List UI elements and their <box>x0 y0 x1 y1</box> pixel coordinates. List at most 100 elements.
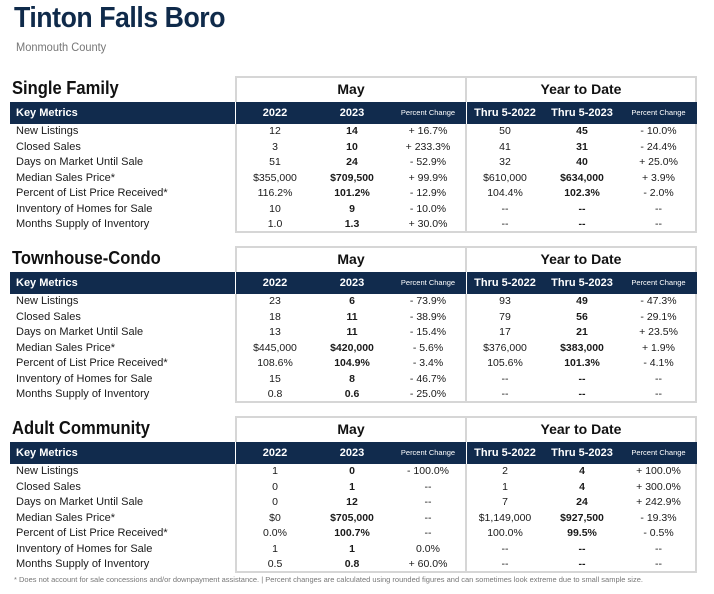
table-header-bar <box>10 442 697 464</box>
value-2023: 104.9% <box>334 357 370 369</box>
value-2023: 0 <box>349 465 355 477</box>
table-row: Inventory of Homes for Sale 1 1 0.0% -- … <box>10 542 697 558</box>
value-2022: 0 <box>272 480 278 493</box>
header-2023: 2023 <box>339 447 365 459</box>
may-group-header: May <box>337 421 365 437</box>
ytd-percent-change: -- <box>655 542 662 555</box>
ytd-2023: -- <box>578 388 586 400</box>
metric-label: Inventory of Homes for Sale <box>16 542 153 555</box>
ytd-percent-change: + 300.0% <box>636 480 681 493</box>
header-percent-change: Percent Change <box>400 448 456 457</box>
ytd-percent-change: -- <box>655 558 662 570</box>
table-row: Percent of List Price Received* 116.2% 1… <box>10 186 697 202</box>
section-adult-community: Adult Community May Year to Date Key Met… <box>10 416 697 576</box>
metric-label: Closed Sales <box>16 480 81 493</box>
ytd-2023: 102.3% <box>564 187 600 199</box>
page-title: Tinton Falls Boro <box>14 2 226 34</box>
value-2023: 8 <box>349 372 355 385</box>
ytd-group-box <box>465 246 697 403</box>
ytd-2023: -- <box>578 372 586 385</box>
percent-change: - 38.9% <box>409 310 447 323</box>
value-2022: 0.8 <box>267 388 283 400</box>
metric-label: Percent of List Price Received* <box>16 527 168 539</box>
value-2022: 116.2% <box>257 187 293 199</box>
header-percent-change: Percent Change <box>400 278 456 287</box>
header-thru-2022: Thru 5-2022 <box>474 107 536 119</box>
percent-change: + 99.9% <box>408 171 448 184</box>
metric-label: Median Sales Price* <box>16 511 116 524</box>
value-2023: 0.8 <box>344 558 360 570</box>
percent-change: + 233.3% <box>405 140 451 153</box>
metric-label: Closed Sales <box>16 310 81 323</box>
ytd-percent-change: -- <box>655 202 662 215</box>
table-row: Days on Market Until Sale 13 11 - 15.4% … <box>10 325 697 341</box>
metric-label: Closed Sales <box>16 140 81 153</box>
header-divider <box>466 442 467 464</box>
value-2023: 100.7% <box>334 527 370 539</box>
ytd-2023: 31 <box>576 140 588 153</box>
value-2023: 11 <box>346 326 358 338</box>
table-body: New Listings 1 0 - 100.0% 2 4 + 100.0% C… <box>10 464 697 573</box>
ytd-2022: -- <box>501 542 509 555</box>
ytd-percent-change: + 25.0% <box>639 156 678 168</box>
ytd-group-header: Year to Date <box>540 421 622 437</box>
table-header-bar <box>10 272 697 294</box>
ytd-percent-change: + 23.5% <box>639 326 678 338</box>
value-2023: 0.6 <box>344 388 360 400</box>
table-row: Inventory of Homes for Sale 15 8 - 46.7%… <box>10 372 697 388</box>
header-2022: 2022 <box>262 447 288 459</box>
value-2022: $355,000 <box>253 171 297 184</box>
ytd-2023: $383,000 <box>560 341 604 354</box>
percent-change: -- <box>424 496 432 508</box>
table-row: New Listings 1 0 - 100.0% 2 4 + 100.0% <box>10 464 697 480</box>
value-2023: 1 <box>349 542 355 555</box>
value-2023: $705,000 <box>330 511 374 524</box>
header-divider <box>235 272 236 294</box>
table-body: New Listings 12 14 + 16.7% 50 45 - 10.0%… <box>10 124 697 233</box>
header-key-metrics: Key Metrics <box>16 107 78 119</box>
value-2023: 9 <box>349 202 355 215</box>
percent-change: 0.0% <box>416 542 440 555</box>
value-2022: 51 <box>269 156 281 168</box>
ytd-2023: -- <box>578 558 586 570</box>
value-2023: 6 <box>349 295 355 307</box>
ytd-2022: -- <box>501 218 509 230</box>
percent-change: + 30.0% <box>408 218 448 230</box>
header-thru-2023: Thru 5-2023 <box>551 447 613 459</box>
value-2022: 13 <box>269 326 281 338</box>
ytd-percent-change: - 19.3% <box>640 511 677 524</box>
header-2023: 2023 <box>339 107 365 119</box>
header-percent-change: Percent Change <box>400 108 456 117</box>
value-2022: 18 <box>269 310 281 323</box>
header-thru-2022: Thru 5-2022 <box>474 447 536 459</box>
ytd-2023: $634,000 <box>560 171 604 184</box>
value-2022: 0.5 <box>267 558 283 570</box>
percent-change: - 10.0% <box>409 202 447 215</box>
value-2023: $420,000 <box>330 341 374 354</box>
table-row: Months Supply of Inventory 0.5 0.8 + 60.… <box>10 557 697 573</box>
ytd-2022: 2 <box>502 465 508 477</box>
metric-label: Inventory of Homes for Sale <box>16 202 153 215</box>
table-body: New Listings 23 6 - 73.9% 93 49 - 47.3% … <box>10 294 697 403</box>
metric-label: Inventory of Homes for Sale <box>16 372 153 385</box>
value-2022: 0.0% <box>263 527 287 539</box>
ytd-2022: 104.4% <box>487 187 523 199</box>
table-row: Days on Market Until Sale 51 24 - 52.9% … <box>10 155 697 171</box>
value-2023: 1.3 <box>344 218 360 230</box>
ytd-percent-change: - 0.5% <box>643 527 674 539</box>
ytd-group-header: Year to Date <box>540 251 622 267</box>
header-divider <box>235 102 236 124</box>
percent-change: -- <box>424 511 432 524</box>
ytd-2022: -- <box>501 558 509 570</box>
percent-change: - 46.7% <box>409 372 447 385</box>
percent-change: - 15.4% <box>409 326 447 338</box>
metric-label: New Listings <box>16 125 79 137</box>
value-2022: $0 <box>269 511 281 524</box>
header-divider <box>466 272 467 294</box>
table-row: Median Sales Price* $0 $705,000 -- $1,14… <box>10 511 697 527</box>
ytd-percent-change: - 4.1% <box>643 357 674 369</box>
value-2022: $445,000 <box>253 341 297 354</box>
value-2022: 15 <box>269 372 281 385</box>
table-header-bar <box>10 102 697 124</box>
may-group-header: May <box>337 81 365 97</box>
